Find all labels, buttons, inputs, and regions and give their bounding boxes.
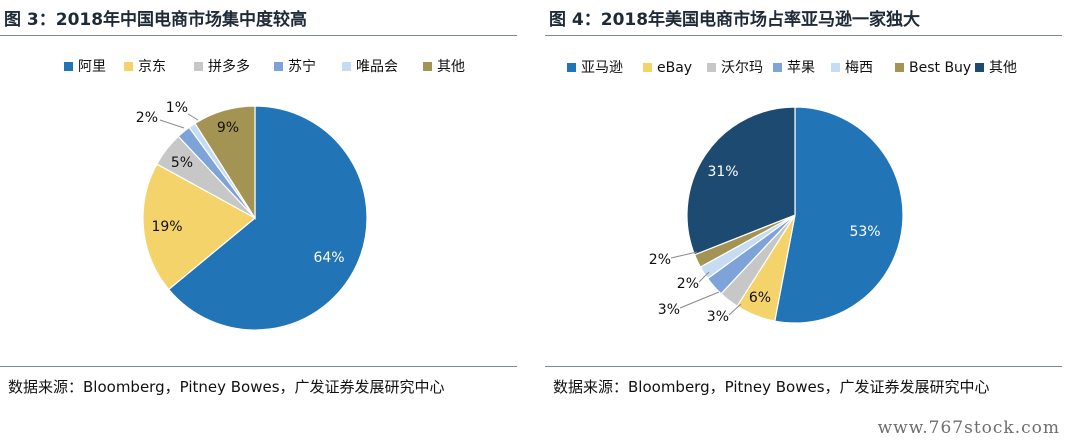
title-divider	[545, 35, 1062, 36]
legend-label: 苏宁	[288, 58, 316, 75]
legend: 阿里 京东 拼多多 苏宁 唯品会 其他	[64, 58, 465, 75]
legend-swatch	[342, 62, 351, 71]
title-divider	[0, 35, 517, 36]
chart-panel-china: 图 3：2018年中国电商市场集中度较高 阿里 京东 拼多多 苏宁 唯品会 其他 64% 19…	[0, 0, 525, 444]
legend-label: 其他	[989, 60, 1017, 76]
legend-label: 亚马逊	[581, 60, 623, 76]
legend-swatch	[831, 63, 840, 72]
chart-title: 图 3：2018年中国电商市场集中度较高	[4, 10, 308, 30]
data-label: 19%	[151, 219, 182, 235]
legend-label: eBay	[657, 60, 692, 76]
source-divider	[0, 366, 517, 367]
source-divider	[545, 366, 1062, 367]
data-label: 3%	[658, 302, 680, 318]
legend-label: 阿里	[78, 59, 106, 75]
leader-line	[159, 119, 185, 129]
data-label: 31%	[707, 164, 738, 180]
pie-slice	[194, 105, 256, 221]
legend-swatch	[423, 62, 432, 71]
legend-swatch	[124, 62, 133, 71]
source-note: 数据来源：Bloomberg，Pitney Bowes，广发证券发展研究中心	[553, 378, 990, 396]
leader-line	[670, 251, 698, 259]
chart-panel-us: 图 4：2018年美国电商市场占率亚马逊一家独大 亚马逊 eBay 沃尔玛 苹果 梅西 B…	[545, 0, 1070, 444]
legend-swatch	[707, 63, 716, 72]
data-label: 2%	[677, 276, 699, 292]
legend-label: 苹果	[787, 60, 815, 76]
legend-label: 京东	[138, 59, 166, 75]
pie-slice	[686, 106, 796, 256]
legend-swatch	[773, 63, 782, 72]
legend-label: 拼多多	[208, 58, 250, 75]
data-label: 64%	[313, 250, 344, 266]
legend-label: 梅西	[845, 60, 873, 76]
pie-slice	[167, 105, 368, 331]
us-ecommerce-pie-chart: 亚马逊 eBay 沃尔玛 苹果 梅西 Best Buy 其他 53% 6% 3% 3% 2% 2% 31%	[567, 60, 1017, 325]
pie-slice	[774, 106, 904, 324]
source-note: 数据来源：Bloomberg，Pitney Bowes，广发证券发展研究中心	[8, 378, 445, 396]
leader-line	[187, 113, 199, 121]
data-label: 3%	[707, 309, 729, 325]
data-label: 2%	[136, 110, 158, 126]
legend-label: 唯品会	[356, 59, 398, 75]
data-label: 5%	[171, 155, 193, 171]
data-label: 53%	[849, 224, 880, 240]
data-label: 1%	[166, 100, 188, 116]
legend-label: 其他	[437, 59, 465, 75]
legend-label: Best Buy	[909, 60, 971, 76]
data-label: 2%	[649, 252, 671, 268]
legend-swatch	[643, 63, 652, 72]
legend-swatch	[567, 63, 576, 72]
data-label: 9%	[217, 120, 239, 136]
legend-label: 沃尔玛	[721, 60, 763, 76]
pie-slice	[142, 163, 257, 291]
chart-title: 图 4：2018年美国电商市场占率亚马逊一家独大	[549, 10, 921, 30]
china-ecommerce-pie-chart: 阿里 京东 拼多多 苏宁 唯品会 其他 64% 19% 5% 2% 1% 9%	[64, 58, 465, 331]
leader-line	[679, 291, 720, 309]
leader-line	[698, 271, 710, 283]
legend-swatch	[64, 62, 73, 71]
data-label: 6%	[749, 290, 771, 306]
legend-swatch	[194, 62, 203, 71]
legend: 亚马逊 eBay 沃尔玛 苹果 梅西 Best Buy 其他	[567, 60, 1017, 76]
legend-swatch	[975, 63, 984, 72]
legend-swatch	[895, 63, 904, 72]
leader-line	[728, 303, 742, 316]
watermark: www.767stock.com	[877, 418, 1060, 438]
legend-swatch	[274, 62, 283, 71]
